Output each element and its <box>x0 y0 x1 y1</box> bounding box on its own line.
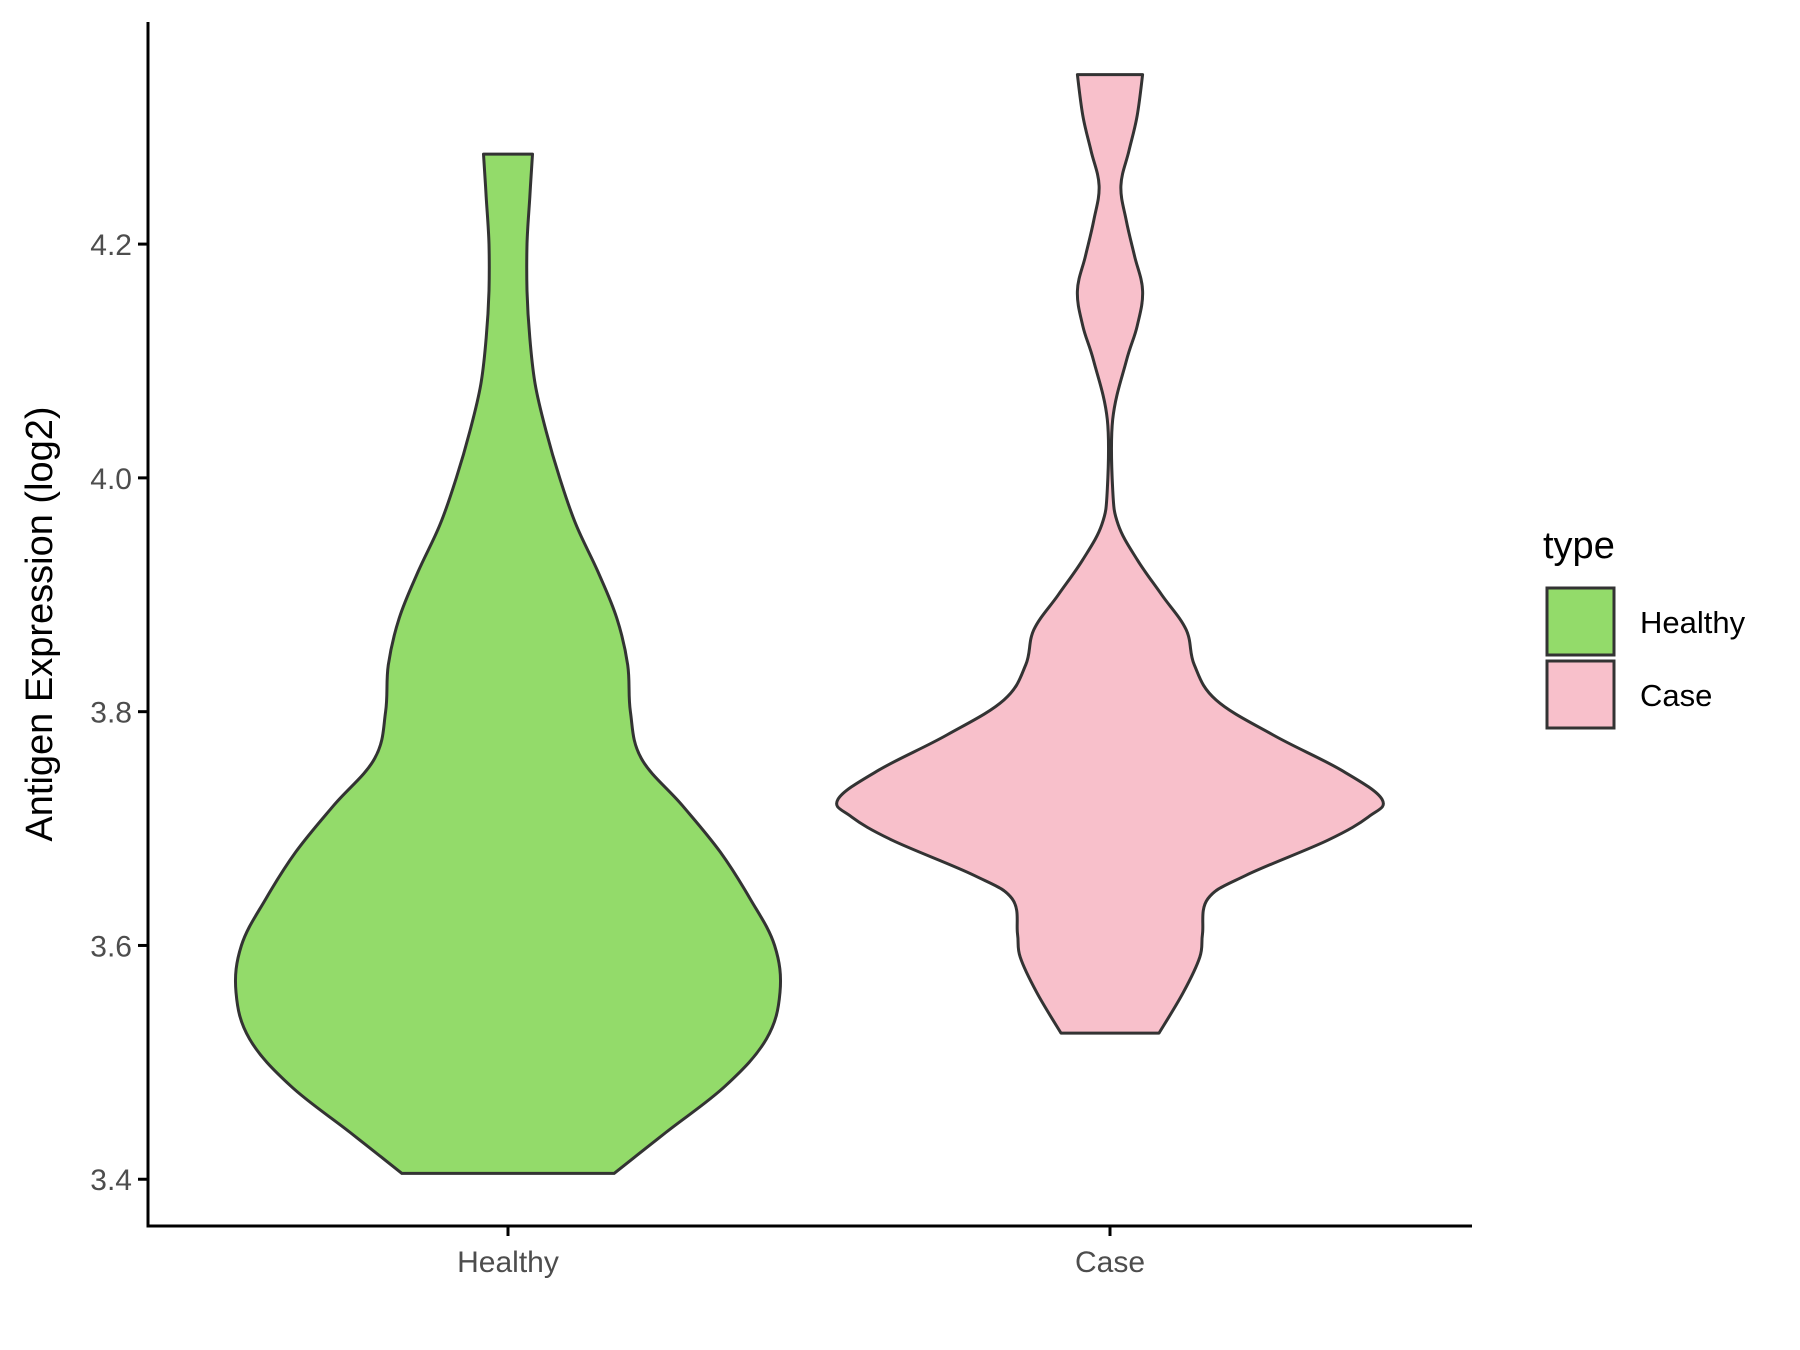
y-tick-label: 4.2 <box>90 229 132 262</box>
legend-key-healthy <box>1545 586 1616 657</box>
violin-case <box>835 73 1385 1035</box>
x-tick-label: Case <box>1075 1246 1145 1279</box>
axes: 3.4 3.6 3.8 4.0 4.2 Healthy Case <box>90 22 1472 1279</box>
y-tick-label: 3.4 <box>90 1164 132 1197</box>
legend-title: type <box>1543 525 1615 567</box>
y-ticks: 3.4 3.6 3.8 4.0 4.2 <box>90 229 148 1197</box>
y-tick-label: 3.6 <box>90 930 132 963</box>
legend-key-case <box>1545 659 1616 730</box>
legend: type Healthy Case <box>1543 525 1746 730</box>
x-tick-label: Healthy <box>457 1246 559 1279</box>
y-tick-label: 4.0 <box>90 463 132 496</box>
legend-entries: Healthy Case <box>1545 586 1746 730</box>
legend-label-case: Case <box>1640 678 1712 713</box>
violins <box>233 73 1385 1175</box>
x-ticks: Healthy Case <box>457 1226 1145 1279</box>
y-axis-title: Antigen Expression (log2) <box>19 406 61 841</box>
legend-label-healthy: Healthy <box>1640 605 1746 640</box>
violin-healthy <box>233 152 783 1175</box>
y-tick-label: 3.8 <box>90 697 132 730</box>
